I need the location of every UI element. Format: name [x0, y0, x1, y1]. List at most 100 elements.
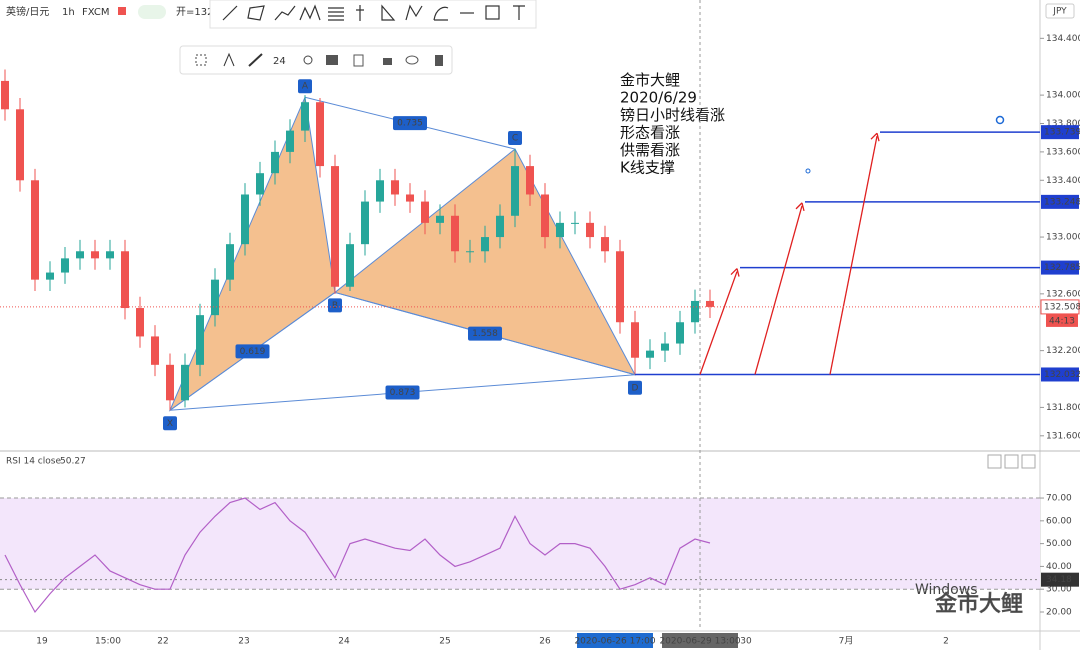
- y-tick-label: 133.400: [1046, 176, 1080, 186]
- point-label: B: [332, 301, 338, 311]
- currency-box: [1045, 3, 1075, 19]
- tool-rect[interactable]: [485, 5, 500, 20]
- y-tick-label: 132.200: [1046, 346, 1080, 356]
- maximize[interactable]: [1021, 454, 1036, 469]
- tool-trend[interactable]: [222, 5, 238, 21]
- ratio-label: 1.558: [472, 329, 498, 339]
- tool-text[interactable]: [513, 5, 525, 20]
- candle-body: [106, 251, 114, 259]
- point-box: [628, 380, 642, 395]
- candle-body: [541, 194, 549, 238]
- y-tick-label: 131.800: [1046, 403, 1080, 413]
- candle-body: [16, 109, 24, 181]
- point-label: C: [512, 134, 518, 144]
- candle-body: [496, 215, 504, 238]
- rsi-last: 50.27: [60, 457, 86, 467]
- line-style[interactable]: [195, 54, 207, 66]
- candle-body: [391, 180, 399, 195]
- interval[interactable]: 1h: [62, 7, 75, 18]
- tool-xabcd[interactable]: [405, 4, 423, 21]
- arrow: [699, 271, 738, 375]
- x-tick-label: 22: [157, 637, 168, 647]
- annotation-line: 2020/6/29: [620, 89, 697, 107]
- candle-body: [436, 215, 444, 223]
- rsi-tick-label: 60.00: [1046, 516, 1072, 526]
- candle-body: [151, 336, 159, 365]
- arrowhead: [730, 268, 740, 277]
- annotation-line: 金市大鲤: [620, 71, 680, 89]
- rsi-tick-label: 30.00: [1046, 585, 1072, 595]
- tool-triangle[interactable]: [381, 4, 396, 21]
- ratio-label: 0.873: [390, 388, 416, 398]
- level-box: [1041, 260, 1079, 275]
- annotation-line: 镑日小时线看涨: [620, 106, 725, 124]
- lock[interactable]: [383, 58, 392, 65]
- candle-body: [46, 272, 54, 280]
- candle-body: [361, 201, 369, 245]
- y-tick-label: 132.600: [1046, 289, 1080, 299]
- candle-body: [31, 180, 39, 280]
- text-color[interactable]: [223, 52, 235, 67]
- level-label: 133.739: [1044, 128, 1080, 138]
- candle-body: [706, 300, 714, 307]
- clone[interactable]: [353, 54, 364, 67]
- ratio-box: [385, 385, 420, 400]
- tool-fib[interactable]: [328, 7, 344, 21]
- annotation-line: 供需看涨: [620, 141, 680, 159]
- pencil[interactable]: [248, 53, 263, 67]
- move-up[interactable]: [987, 454, 1002, 469]
- candle-body: [181, 364, 189, 401]
- currency: JPY: [1052, 7, 1067, 17]
- settings[interactable]: [303, 55, 313, 65]
- drawing-toolbar: 24: [179, 45, 453, 75]
- candle-body: [616, 251, 624, 323]
- candle-body: [451, 215, 459, 252]
- last-price-label: 132.508: [1044, 302, 1080, 312]
- flag[interactable]: [118, 7, 126, 15]
- countdown: 44:13: [1049, 316, 1075, 326]
- rsi-tick-label: 40.00: [1046, 562, 1072, 572]
- tool-position[interactable]: [356, 5, 364, 21]
- arrowhead: [795, 202, 805, 212]
- candle-body: [676, 322, 684, 344]
- level-box: [1041, 367, 1079, 382]
- candle-body: [601, 237, 609, 252]
- level-box: [1041, 125, 1079, 140]
- annotation-line: 形态看涨: [620, 124, 680, 142]
- point-label: A: [302, 82, 309, 92]
- candle-body: [631, 322, 639, 358]
- symbol[interactable]: 英镑/日元: [6, 5, 49, 18]
- font-size[interactable]: 24: [273, 56, 286, 67]
- candle-body: [481, 237, 489, 252]
- candle-body: [646, 350, 654, 358]
- layers[interactable]: [326, 55, 338, 65]
- candle-body: [136, 308, 144, 337]
- x-tick-label: 24: [338, 637, 350, 647]
- tool-shape[interactable]: [247, 5, 265, 21]
- candle-body: [166, 364, 174, 401]
- rsi-tick-label: 50.00: [1046, 539, 1072, 549]
- point-box: [298, 79, 312, 94]
- close[interactable]: [1004, 454, 1019, 469]
- watermark: 金市大鲤: [935, 592, 1023, 617]
- rsi-tick-label: 70.00: [1046, 494, 1072, 504]
- tool-path[interactable]: [274, 5, 296, 21]
- point-box: [328, 298, 342, 313]
- candle-body: [511, 166, 519, 216]
- candle-body: [331, 166, 339, 287]
- ratio-label: 0.619: [240, 347, 266, 357]
- delete[interactable]: [435, 55, 443, 66]
- rsi-tick-label: 20.00: [1046, 607, 1072, 617]
- tool-arc[interactable]: [433, 6, 449, 21]
- rsi-title: RSI 14 close: [6, 457, 61, 467]
- candle-body: [466, 251, 474, 253]
- visibility[interactable]: [405, 55, 419, 65]
- ratio-box: [235, 344, 270, 359]
- candle-body: [316, 102, 324, 167]
- source: FXCM: [82, 7, 110, 18]
- tool-pattern[interactable]: [299, 4, 321, 21]
- rsi-header: RSI 14 close 50.27: [6, 454, 1036, 469]
- candle-body: [661, 343, 669, 351]
